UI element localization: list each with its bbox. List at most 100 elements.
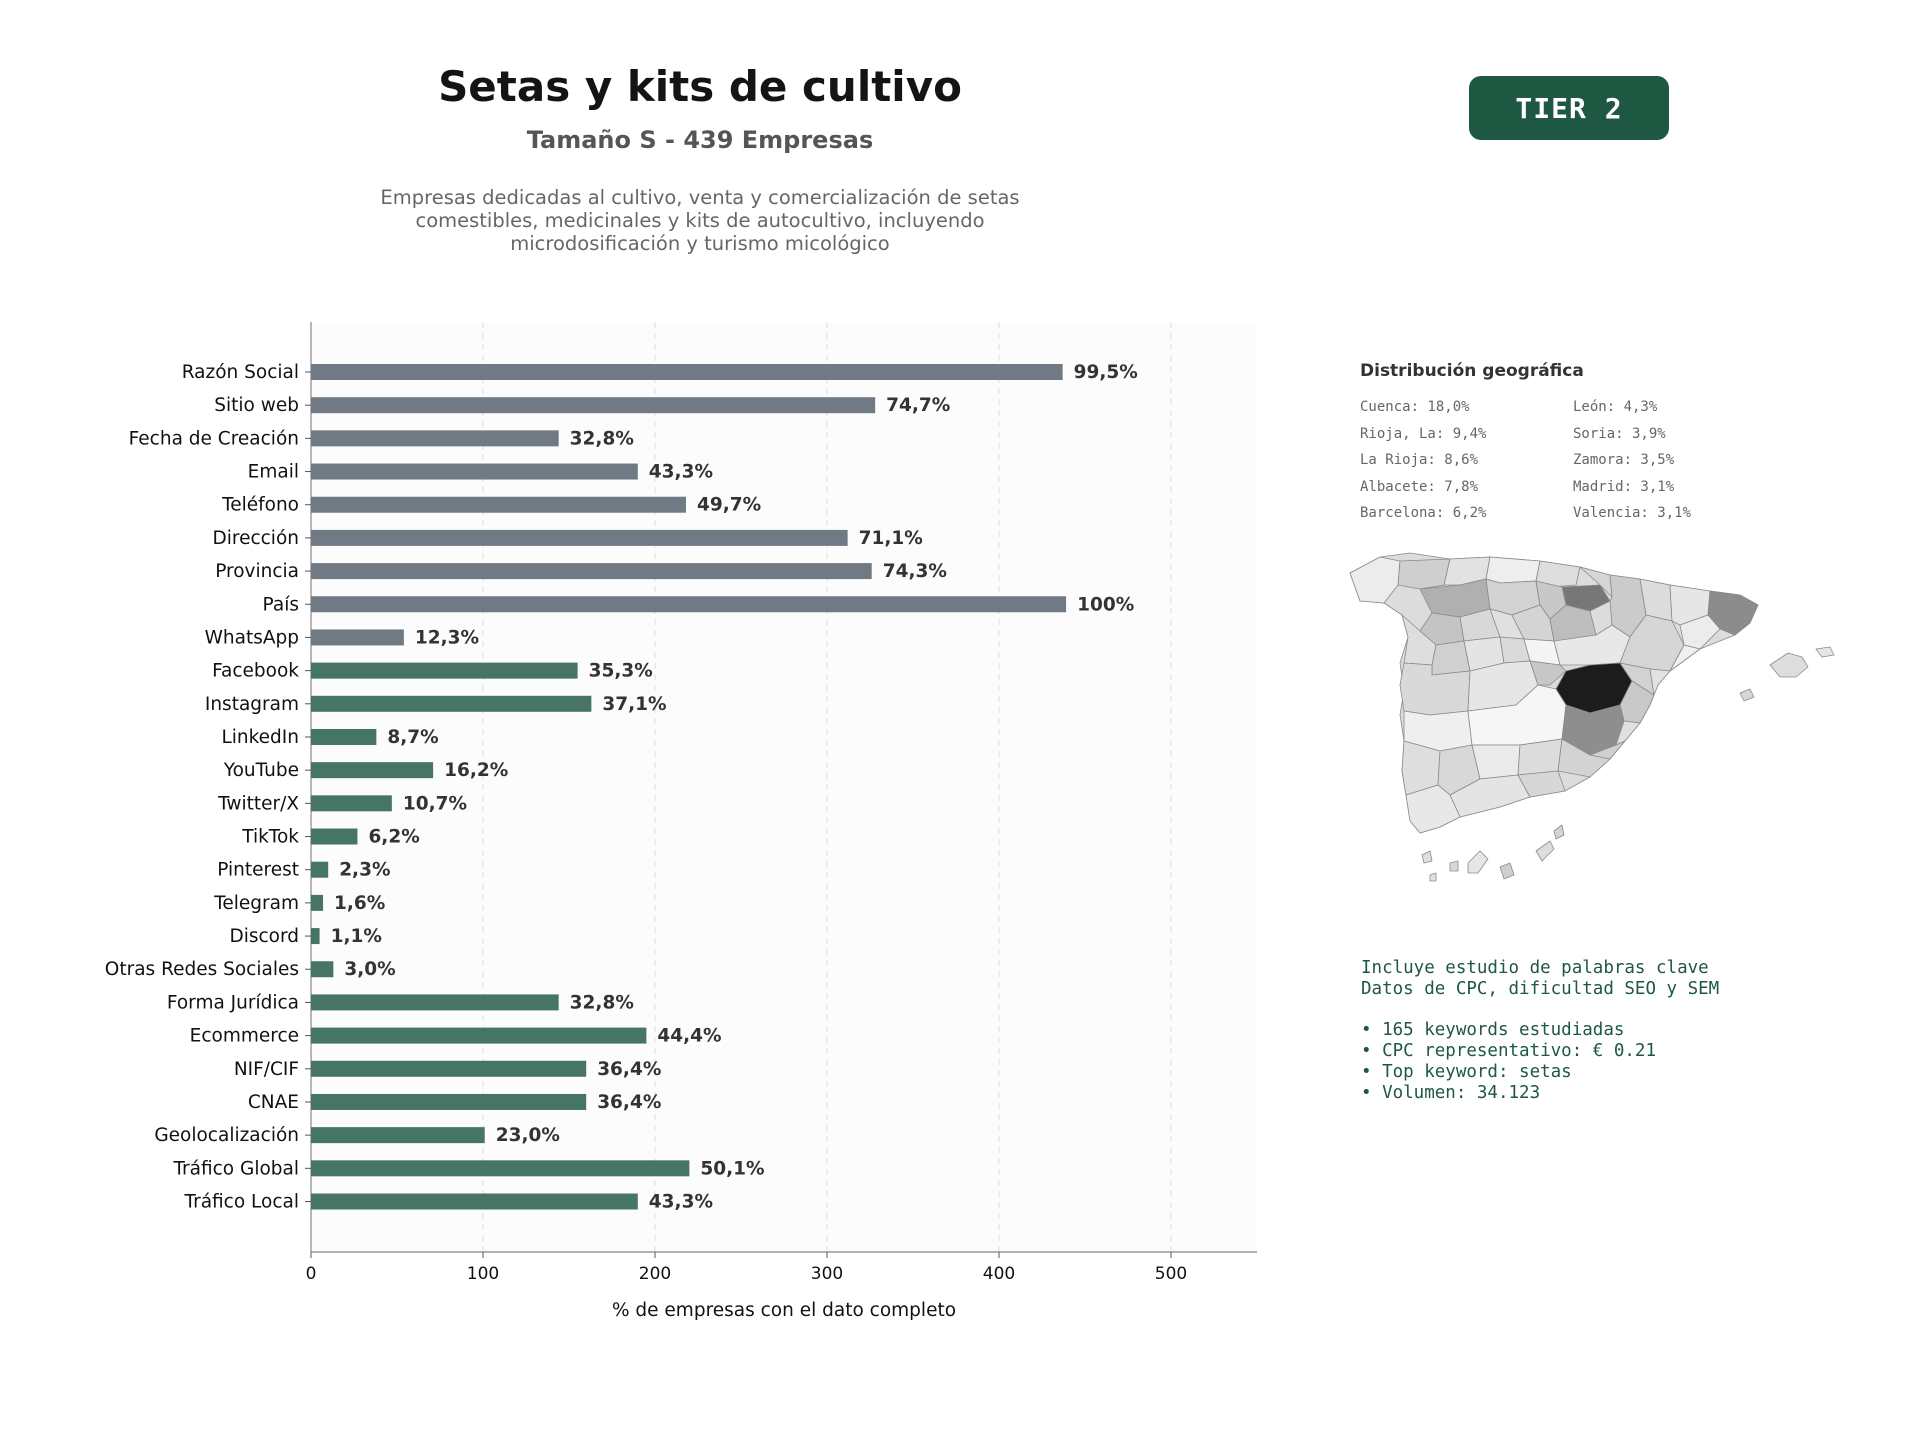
bar-value-label: 49,7% <box>697 495 761 516</box>
map-province <box>1485 556 1541 584</box>
bar <box>311 728 377 745</box>
map-province <box>1397 558 1451 590</box>
bar <box>311 994 559 1011</box>
bar-value-label: 44,4% <box>657 1026 721 1047</box>
geo-distribution-list: Cuenca: 18,0% León: 4,3% Rioja, La: 9,4%… <box>1360 398 1760 523</box>
bar-value-label: 43,3% <box>649 462 713 483</box>
bar <box>311 430 559 447</box>
y-tick-label: País <box>263 594 299 615</box>
bar-value-label: 1,6% <box>334 893 385 914</box>
y-tick-label: Teléfono <box>221 495 299 516</box>
bar-value-label: 74,3% <box>883 561 947 582</box>
map-province <box>1517 738 1563 776</box>
tier-badge: TIER 2 <box>1469 76 1669 140</box>
map-province <box>1471 744 1521 780</box>
keywords-bullet: • Top keyword: setas <box>1361 1062 1572 1082</box>
x-tick-label: 400 <box>983 1264 1015 1284</box>
geo-item: Barcelona: 6,2% <box>1360 505 1487 521</box>
x-tick-label: 0 <box>306 1264 317 1284</box>
bar <box>311 529 848 546</box>
bar-value-label: 3,0% <box>344 959 395 980</box>
bar <box>311 762 434 779</box>
bar-value-label: 6,2% <box>368 827 419 848</box>
y-tick-label: Tráfico Global <box>172 1158 299 1179</box>
geo-item: Rioja, La: 9,4% <box>1360 425 1487 442</box>
x-tick-label: 200 <box>639 1264 671 1284</box>
bar-value-label: 8,7% <box>387 727 438 748</box>
y-tick-label: Twitter/X <box>217 793 299 814</box>
y-tick-label: Provincia <box>215 561 299 582</box>
bar-value-label: 16,2% <box>444 760 508 781</box>
geo-item: Albacete: 7,8% <box>1360 478 1479 495</box>
page-subtitle: Tamaño S - 439 Empresas <box>526 126 874 154</box>
bar-value-label: 99,5% <box>1074 362 1138 383</box>
geo-item: Valencia: 3,1% <box>1573 505 1692 521</box>
y-tick-label: Razón Social <box>182 362 299 383</box>
keywords-intro-line: Incluye estudio de palabras clave <box>1361 958 1709 978</box>
bar-value-label: 71,1% <box>859 528 923 549</box>
map-canary-island <box>1429 872 1437 882</box>
bar-value-label: 36,4% <box>597 1092 661 1113</box>
map-province <box>1679 614 1721 650</box>
map-canary-island <box>1535 840 1555 862</box>
bar <box>311 563 872 580</box>
bar-value-label: 36,4% <box>597 1059 661 1080</box>
bar-value-label: 32,8% <box>570 428 634 449</box>
bar-value-label: 2,3% <box>339 860 390 881</box>
description-line: Empresas dedicadas al cultivo, venta y c… <box>380 186 1020 209</box>
description-line: microdosificación y turismo micológico <box>510 232 890 255</box>
bar <box>311 596 1067 613</box>
map-province <box>1669 644 1701 672</box>
geo-item: Zamora: 3,5% <box>1573 452 1675 468</box>
geo-item: Cuenca: 18,0% <box>1360 399 1470 415</box>
bar <box>311 397 876 414</box>
bar <box>311 629 404 646</box>
map-province <box>1529 660 1567 686</box>
y-tick-label: Otras Redes Sociales <box>105 959 299 980</box>
bar <box>311 861 329 878</box>
bar <box>311 463 638 480</box>
bar <box>311 961 334 978</box>
keywords-bullet: • 165 keywords estudiadas <box>1361 1020 1625 1040</box>
bar <box>311 894 324 911</box>
map-province <box>1557 738 1611 778</box>
y-tick-label: Tráfico Local <box>184 1192 300 1213</box>
bar <box>311 1127 485 1144</box>
bar-value-label: 37,1% <box>602 694 666 715</box>
map-balearic-island <box>1739 688 1755 702</box>
map-balearic-island <box>1815 646 1835 658</box>
y-tick-label: LinkedIn <box>221 727 299 748</box>
y-tick-label: Sitio web <box>214 395 299 416</box>
bar <box>311 795 392 812</box>
y-tick-label: YouTube <box>223 760 299 781</box>
bar-chart: 0 100 200 300 400 500 % de empresas con el dat… <box>105 322 1257 1321</box>
geo-item: La Rioja: 8,6% <box>1360 452 1479 468</box>
spain-provinces-map <box>1349 552 1835 882</box>
bar <box>311 496 686 513</box>
bar-value-label: 100% <box>1077 594 1134 615</box>
bar-value-label: 23,0% <box>496 1125 560 1146</box>
y-tick-label: Pinterest <box>217 860 299 881</box>
bar <box>311 1160 690 1177</box>
bar <box>311 364 1063 380</box>
bar-value-label: 50,1% <box>700 1158 764 1179</box>
plot-area <box>311 322 1257 1252</box>
sector-description: Empresas dedicadas al cultivo, venta y c… <box>300 186 1100 255</box>
y-tick-label: TikTok <box>241 827 299 848</box>
description-line: comestibles, medicinales y kits de autoc… <box>415 209 985 232</box>
y-tick-label: Discord <box>229 926 299 947</box>
bar-value-label: 43,3% <box>649 1192 713 1213</box>
map-province <box>1431 640 1471 676</box>
map-canary-island <box>1499 862 1515 880</box>
keywords-intro-line: Datos de CPC, dificultad SEO y SEM <box>1361 979 1720 999</box>
x-tick-label: 300 <box>811 1264 843 1284</box>
map-balearic-island <box>1769 652 1809 678</box>
geo-item: León: 4,3% <box>1573 399 1658 415</box>
y-tick-label: NIF/CIF <box>234 1059 299 1080</box>
y-tick-label: CNAE <box>248 1092 299 1113</box>
bar <box>311 1193 638 1210</box>
map-province <box>1535 560 1581 588</box>
map-province <box>1589 740 1626 760</box>
y-tick-label: Geolocalización <box>154 1125 299 1146</box>
map-canary-island <box>1553 824 1565 840</box>
